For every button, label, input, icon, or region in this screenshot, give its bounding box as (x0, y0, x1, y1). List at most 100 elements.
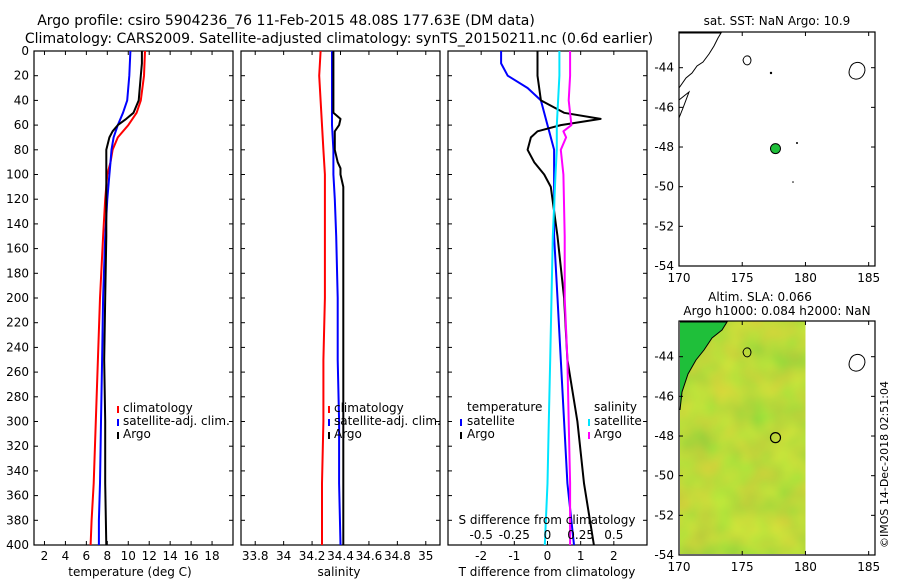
x-tick-label: 34.2 (299, 549, 326, 563)
depth-tick-label: 80 (14, 143, 29, 157)
legend-s-satellite: satellite (594, 414, 642, 428)
sla-map-frame (678, 320, 876, 556)
x-tick-label: -2 (475, 549, 487, 563)
depth-tick-label: 280 (6, 390, 29, 404)
x-tick-label: 16 (183, 549, 198, 563)
series-salinity-argo (559, 51, 573, 545)
island-outline (742, 347, 752, 358)
x-tick-label: 18 (204, 549, 219, 563)
legend-t-argo: Argo (467, 427, 495, 441)
lat-tick-label: -52 (654, 219, 674, 233)
x-tick-label: 12 (142, 549, 157, 563)
difference-x-axis: -2 -1 0 1 2 (475, 51, 618, 563)
s-difference-axis: -0.5 -0.25 0 0.25 0.5 (469, 528, 623, 542)
legend-temperature-title: temperature (467, 400, 542, 414)
depth-tick-label: 360 (6, 489, 29, 503)
depth-tick-label: 160 (6, 242, 29, 256)
temperature-panel: 0204060801001201401601802002202402602803… (6, 44, 647, 579)
s-diff-tick-label: 0.5 (604, 528, 623, 542)
x-tick-label: 34.6 (356, 549, 383, 563)
depth-tick-label: 340 (6, 464, 29, 478)
legend-s-argo: Argo (594, 427, 622, 441)
legend-argo: Argo (334, 427, 362, 441)
legend-satellite: satellite-adj. clim. (334, 414, 441, 428)
legend-salinity-title: salinity (594, 400, 637, 414)
depth-tick-label: 40 (14, 93, 29, 107)
title-line2: Climatology: CARS2009. Satellite-adjuste… (25, 31, 653, 47)
difference-panel: -2 -1 0 1 2 S difference from climatology -0… (447, 50, 648, 579)
islet (769, 71, 773, 75)
s-diff-tick-label: -0.25 (499, 528, 530, 542)
sst-map-axes: 170 175 180 185 -44 -46 -48 -50 -52 -54 (654, 32, 880, 285)
series-argo (103, 51, 143, 546)
lat-tick-label: -54 (654, 548, 674, 562)
depth-tick-label: 320 (6, 439, 29, 453)
temperature-series (89, 50, 146, 546)
depth-tick-label: 60 (14, 118, 29, 132)
depth-tick-label: 260 (6, 365, 29, 379)
depth-axis: 0 20 40 60 80 100 120 140 160 180 200 220 240 260 280 3… (6, 44, 647, 552)
difference-legend: temperature satellite Argo salinity sate… (460, 400, 642, 441)
argo-position-marker (769, 143, 781, 155)
difference-series (500, 51, 602, 546)
salinity-x-axis: 33.8 34 34.2 34.4 34.6 34.8 35 (242, 51, 433, 563)
lon-tick-label: 175 (731, 560, 754, 574)
salinity-series (318, 50, 345, 546)
island-outline-east (848, 353, 866, 372)
legend-climatology: climatology (334, 401, 404, 415)
x-tick-label: 35 (418, 549, 433, 563)
lon-tick-label: 175 (731, 271, 754, 285)
lon-tick-label: 185 (857, 271, 880, 285)
lon-tick-label: 170 (668, 271, 691, 285)
depth-tick-label: 120 (6, 192, 29, 206)
series-salinity-satellite (543, 51, 561, 546)
depth-tick-label: 240 (6, 340, 29, 354)
x-tick-label: 14 (163, 549, 178, 563)
salinity-xlabel: salinity (317, 565, 360, 579)
legend-satellite: satellite-adj. clim. (123, 414, 230, 428)
sla-field (679, 321, 806, 554)
depth-tick-label: 180 (6, 266, 29, 280)
temperature-frame (33, 50, 234, 546)
imos-credit: ©IMOS 14-Dec-2018 02:51:04 (878, 381, 891, 548)
legend-climatology: climatology (123, 401, 193, 415)
lat-tick-label: -46 (654, 100, 674, 114)
x-tick-label: -1 (508, 549, 520, 563)
lon-tick-label: 180 (794, 560, 817, 574)
series-satellite-adj-clim (331, 51, 342, 546)
depth-tick-label: 0 (21, 44, 29, 58)
x-tick-label: 34 (276, 549, 291, 563)
legend-t-satellite: satellite (467, 414, 515, 428)
series-argo (332, 51, 345, 545)
depth-tick-label: 200 (6, 291, 29, 305)
sst-map-title: sat. SST: NaN Argo: 10.9 (704, 14, 851, 28)
coastline (678, 32, 722, 90)
lat-tick-label: -48 (654, 429, 674, 443)
x-tick-label: 34.4 (327, 549, 354, 563)
x-tick-label: 33.8 (242, 549, 269, 563)
x-tick-label: 6 (83, 549, 91, 563)
x-tick-label: 34.8 (384, 549, 411, 563)
x-tick-label: 1 (577, 549, 585, 563)
series-temperature-argo (526, 51, 602, 546)
s-difference-label: S difference from climatology (459, 513, 636, 527)
lat-tick-label: -48 (654, 140, 674, 154)
sla-map-title-line1: Altim. SLA: 0.066 (708, 290, 812, 304)
temperature-x-axis: 2 4 6 8 10 12 14 16 18 (41, 51, 220, 563)
sst-map: sat. SST: NaN Argo: 10.9 170 175 180 185 -44… (654, 14, 880, 285)
coastline-south (678, 90, 691, 119)
t-difference-xlabel: T difference from climatology (458, 565, 636, 579)
island-outline-east (848, 61, 866, 80)
s-diff-tick-label: 0 (544, 528, 552, 542)
x-tick-label: 8 (103, 549, 111, 563)
lon-tick-label: 185 (857, 560, 880, 574)
lat-tick-label: -46 (654, 389, 674, 403)
lat-tick-label: -52 (654, 508, 674, 522)
sla-map-axes: 170 175 180 185 -44 -46 -48 -50 -52 -54 (654, 321, 880, 574)
sla-map: Altim. SLA: 0.066 Argo h1000: 0.084 h200… (654, 290, 880, 574)
depth-tick-label: 20 (14, 69, 29, 83)
islet (796, 142, 798, 144)
lat-tick-label: -54 (654, 259, 674, 273)
temperature-legend: climatology satellite-adj. clim. Argo (117, 401, 230, 441)
